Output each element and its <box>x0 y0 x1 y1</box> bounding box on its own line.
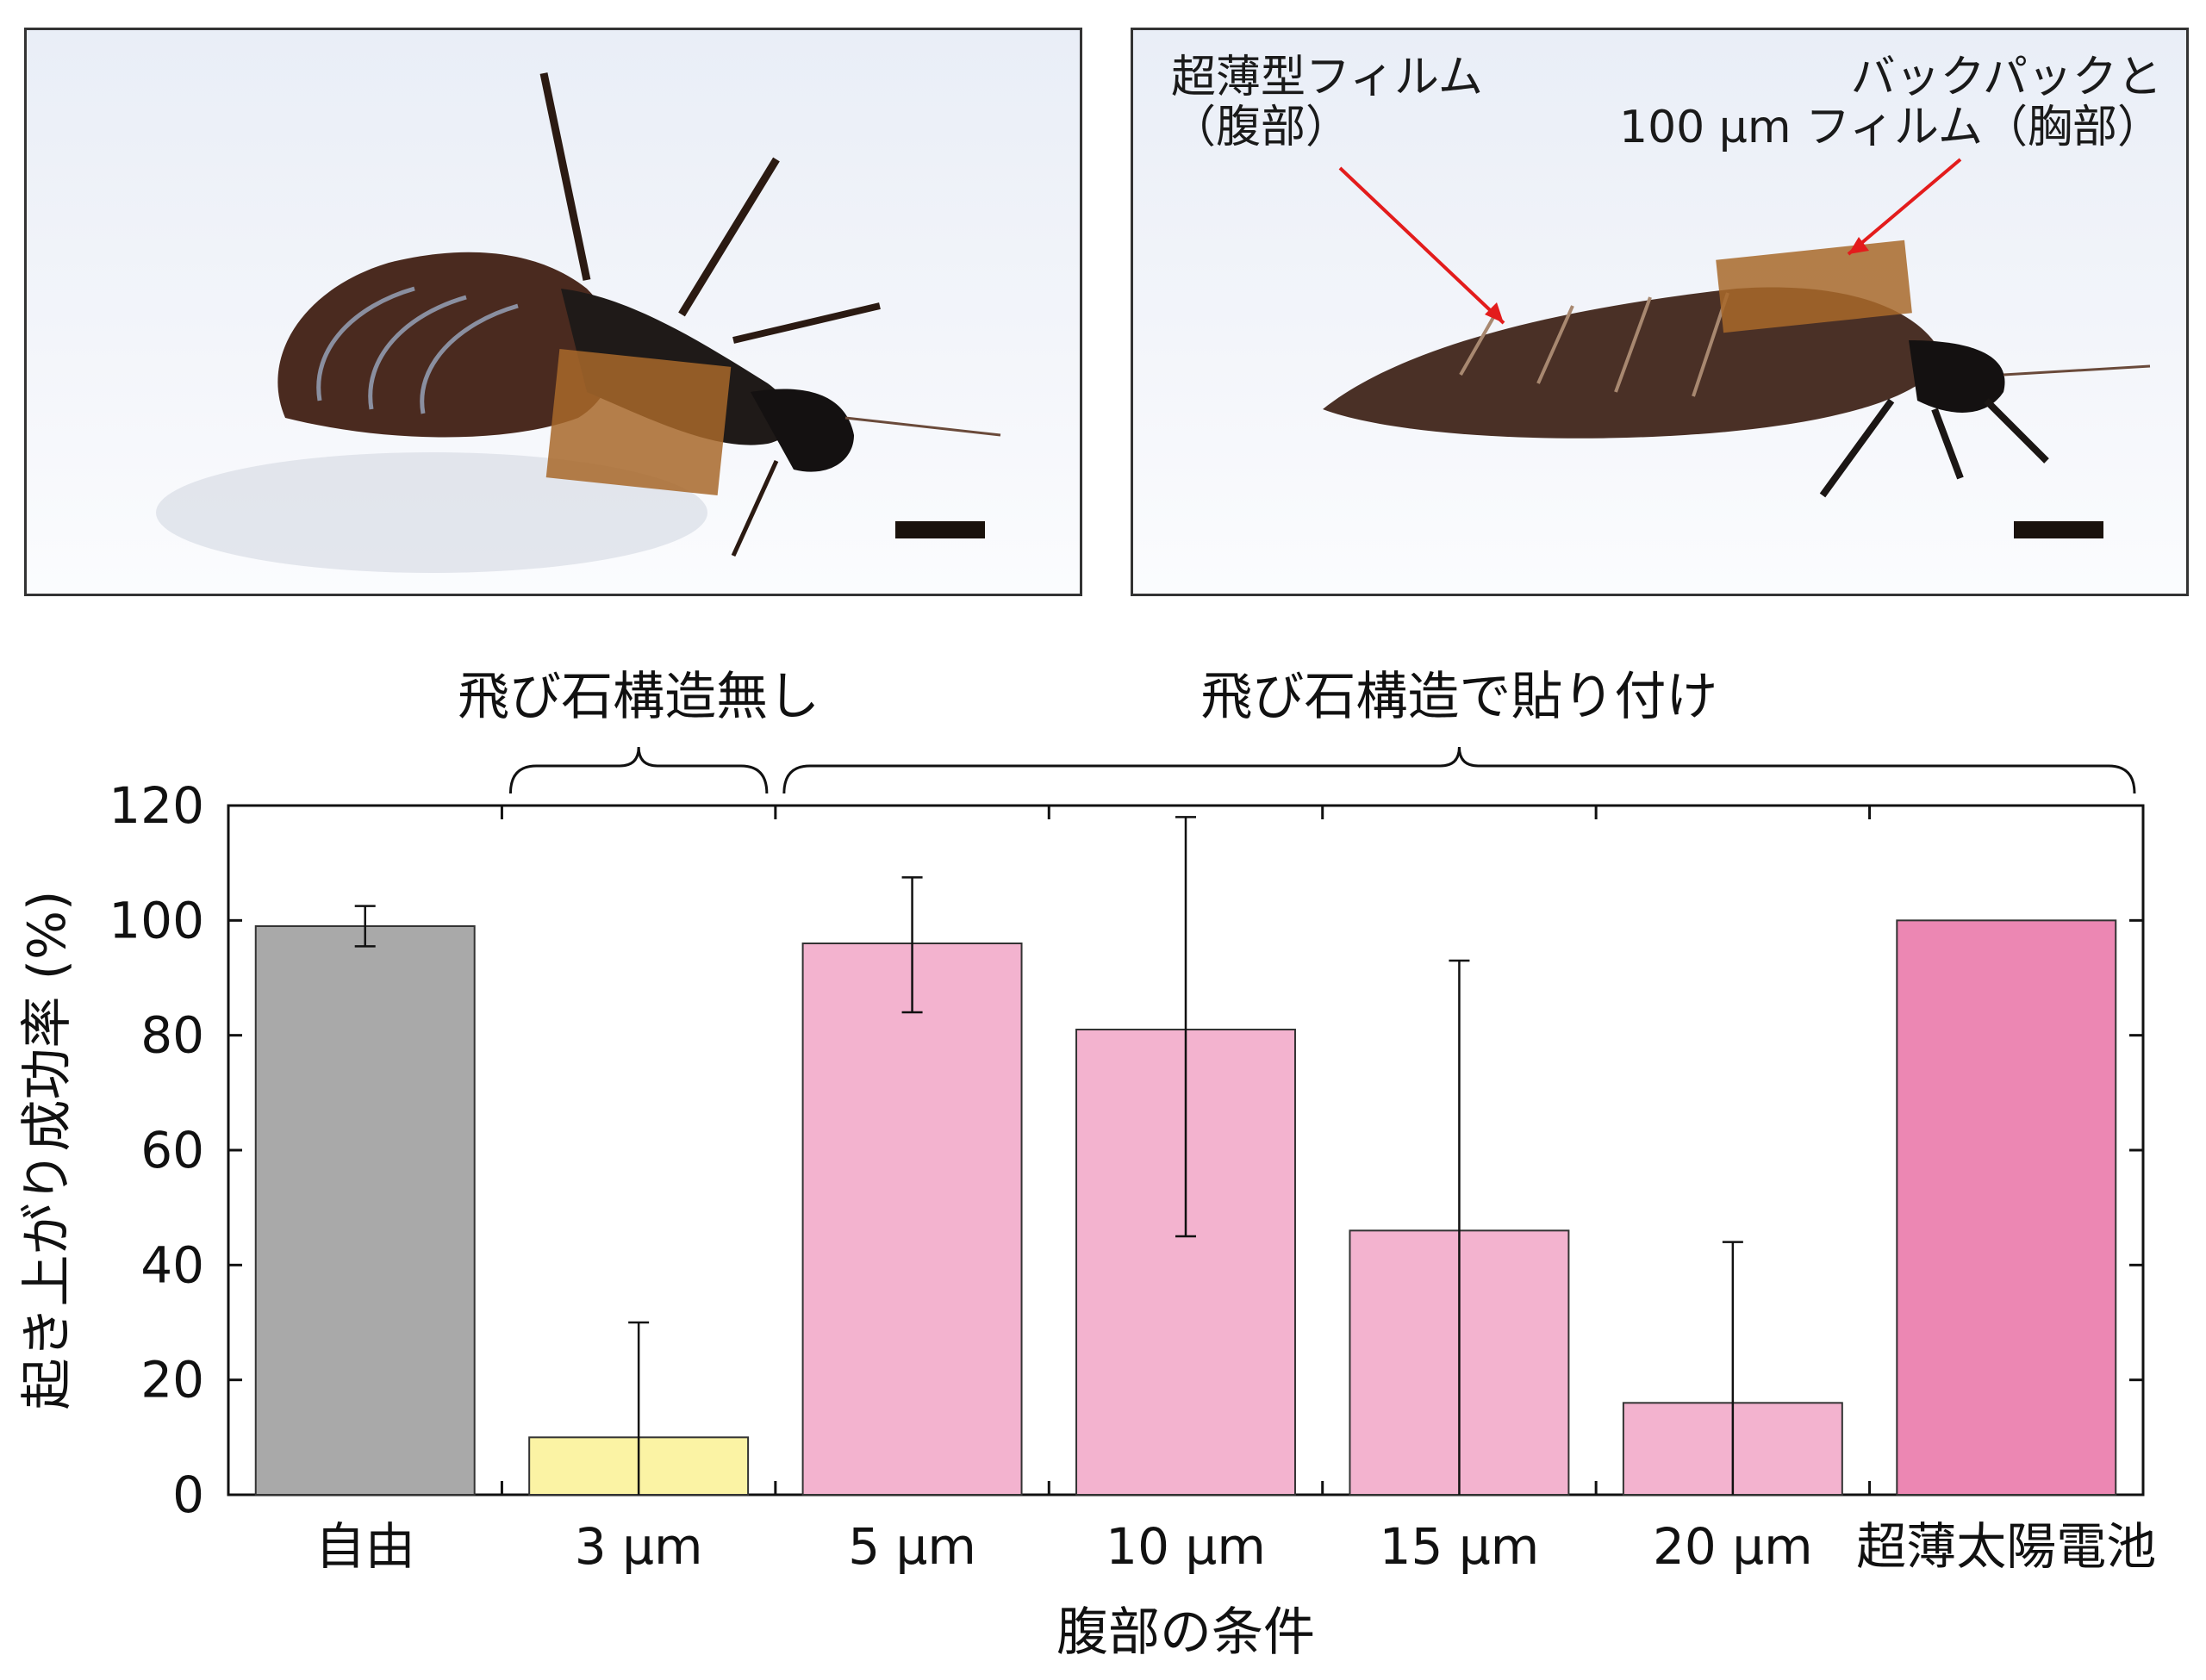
x-tick-label: 20 μm <box>1653 1517 1813 1576</box>
x-tick-label: 3 μm <box>575 1517 703 1576</box>
x-tick-label: 超薄太陽電池 <box>1856 1517 2156 1576</box>
x-tick-label: 15 μm <box>1380 1517 1540 1576</box>
y-tick-label: 0 <box>172 1465 204 1524</box>
bar <box>801 943 1023 1496</box>
label-abdomen-line2: （腹部） <box>1171 102 1351 153</box>
cockroach-illustration-left <box>156 72 1001 573</box>
group-brace <box>782 746 2136 794</box>
y-axis: 0 20 40 60 80 100 120 <box>109 776 2143 1524</box>
y-tick-label: 20 <box>140 1351 204 1409</box>
x-tick-label: 自由 <box>315 1517 415 1576</box>
scale-bar-left <box>895 521 985 538</box>
righting-success-bar-chart: 飛び石構造無し 飛び石構造で貼り付け 0 20 40 60 80 100 120 自由 3 μm… <box>17 667 2156 1663</box>
bar <box>1896 919 2117 1496</box>
group-label: 飛び石構造無し <box>458 667 819 727</box>
label-abdomen-film: 超薄型フィルム （腹部） <box>1171 53 1483 152</box>
x-tick-label: 5 μm <box>848 1517 976 1576</box>
label-thorax-line1: バックパックと <box>1850 52 2162 103</box>
y-axis-label: 起き上がり成功率 (%) <box>17 891 78 1410</box>
x-tick-label: 10 μm <box>1106 1517 1266 1576</box>
group-brace <box>508 746 769 794</box>
cockroach-illustration-right <box>1323 158 2151 498</box>
bar <box>254 925 476 1496</box>
y-tick-label: 40 <box>140 1235 204 1294</box>
label-thorax-line2: 100 μm フィルム（胸部） <box>1619 102 2162 153</box>
photo-cockroach-with-backpack-film <box>24 28 1082 596</box>
error-bars <box>354 816 1743 1495</box>
y-tick-label: 100 <box>109 891 204 949</box>
label-abdomen-line1: 超薄型フィルム <box>1171 52 1483 103</box>
x-axis-label: 腹部の条件 <box>1056 1602 1315 1663</box>
y-tick-label: 80 <box>140 1006 204 1065</box>
scale-bar-right <box>2014 521 2103 538</box>
x-axis: 自由 3 μm 5 μm 10 μm 15 μm 20 μm 超薄太陽電池 <box>315 806 2156 1576</box>
label-thorax-film: バックパックと 100 μm フィルム（胸部） <box>1619 53 2162 152</box>
y-tick-label: 60 <box>140 1121 204 1179</box>
y-tick-label: 120 <box>109 776 204 835</box>
photo-cockroach-with-ultrathin-film: 超薄型フィルム （腹部） バックパックと 100 μm フィルム（胸部） <box>1131 28 2189 596</box>
group-label: 飛び石構造で貼り付け <box>1200 667 1717 727</box>
group-braces: 飛び石構造無し 飛び石構造で貼り付け <box>458 667 2136 794</box>
